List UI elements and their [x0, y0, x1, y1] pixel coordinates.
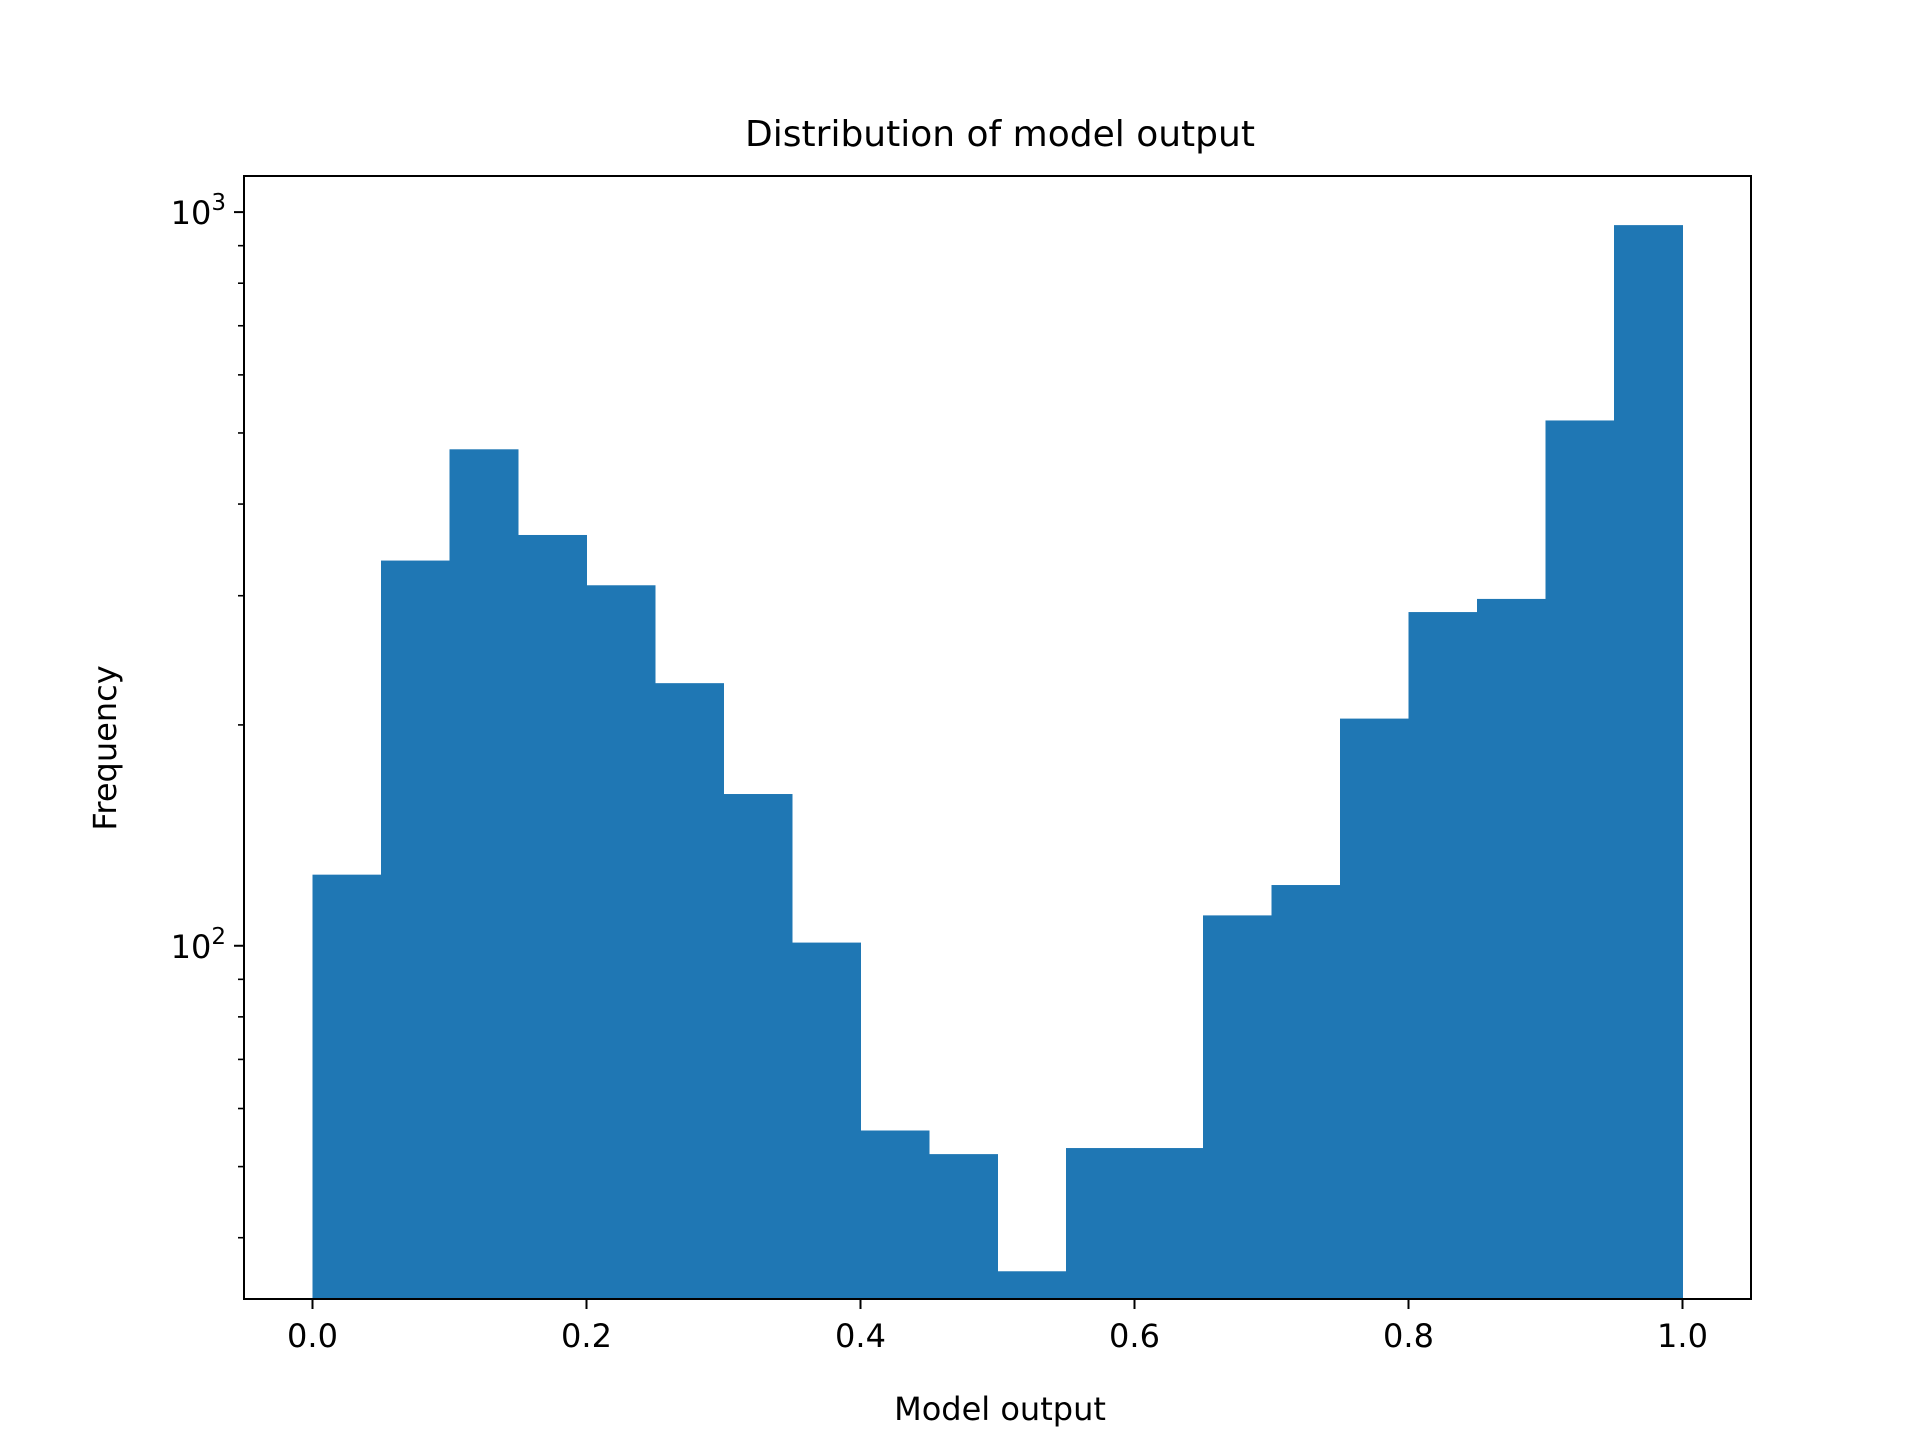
x-tick-label: 1.0: [1657, 1317, 1708, 1355]
histogram-bar: [1066, 1148, 1135, 1299]
x-tick-label: 0.4: [835, 1317, 886, 1355]
histogram-bar: [449, 449, 519, 1300]
histogram-bar: [1340, 718, 1409, 1299]
y-tick-label: 102: [171, 924, 226, 966]
x-tick-label: 0.2: [561, 1317, 612, 1355]
histogram-bar: [997, 1271, 1067, 1299]
histogram-bar: [1477, 598, 1546, 1299]
plot-frame: [243, 175, 1752, 1300]
histogram-bar: [1408, 612, 1478, 1299]
histogram-bar: [1545, 420, 1615, 1299]
histogram-bar: [586, 585, 656, 1299]
histogram-bar: [929, 1154, 998, 1299]
histogram-bar: [1271, 885, 1341, 1299]
histogram-bar: [723, 794, 793, 1299]
histogram-bar: [518, 534, 587, 1299]
histogram-bar: [860, 1130, 930, 1299]
x-tick-label: 0.0: [287, 1317, 338, 1355]
y-axis-label: Frequency: [86, 665, 124, 830]
x-axis-ticks: 0.0 0.2 0.4 0.6 0.8 1.0: [287, 1299, 1708, 1355]
x-axis-label: Model output: [894, 1390, 1106, 1428]
histogram-bar: [655, 683, 724, 1299]
y-axis-ticks: 102 103: [171, 190, 244, 1239]
histogram-bar: [312, 874, 382, 1299]
histogram-bar: [1614, 225, 1683, 1299]
histogram-bar: [1203, 915, 1272, 1299]
histogram-bars: [312, 225, 1683, 1300]
x-tick-label: 0.6: [1109, 1317, 1160, 1355]
y-tick-label: 103: [171, 190, 226, 232]
chart-title: Distribution of model output: [745, 114, 1255, 155]
x-tick-label: 0.8: [1383, 1317, 1434, 1355]
histogram-bar: [381, 560, 450, 1299]
histogram-bar: [792, 942, 861, 1299]
histogram-bar: [1134, 1148, 1204, 1299]
